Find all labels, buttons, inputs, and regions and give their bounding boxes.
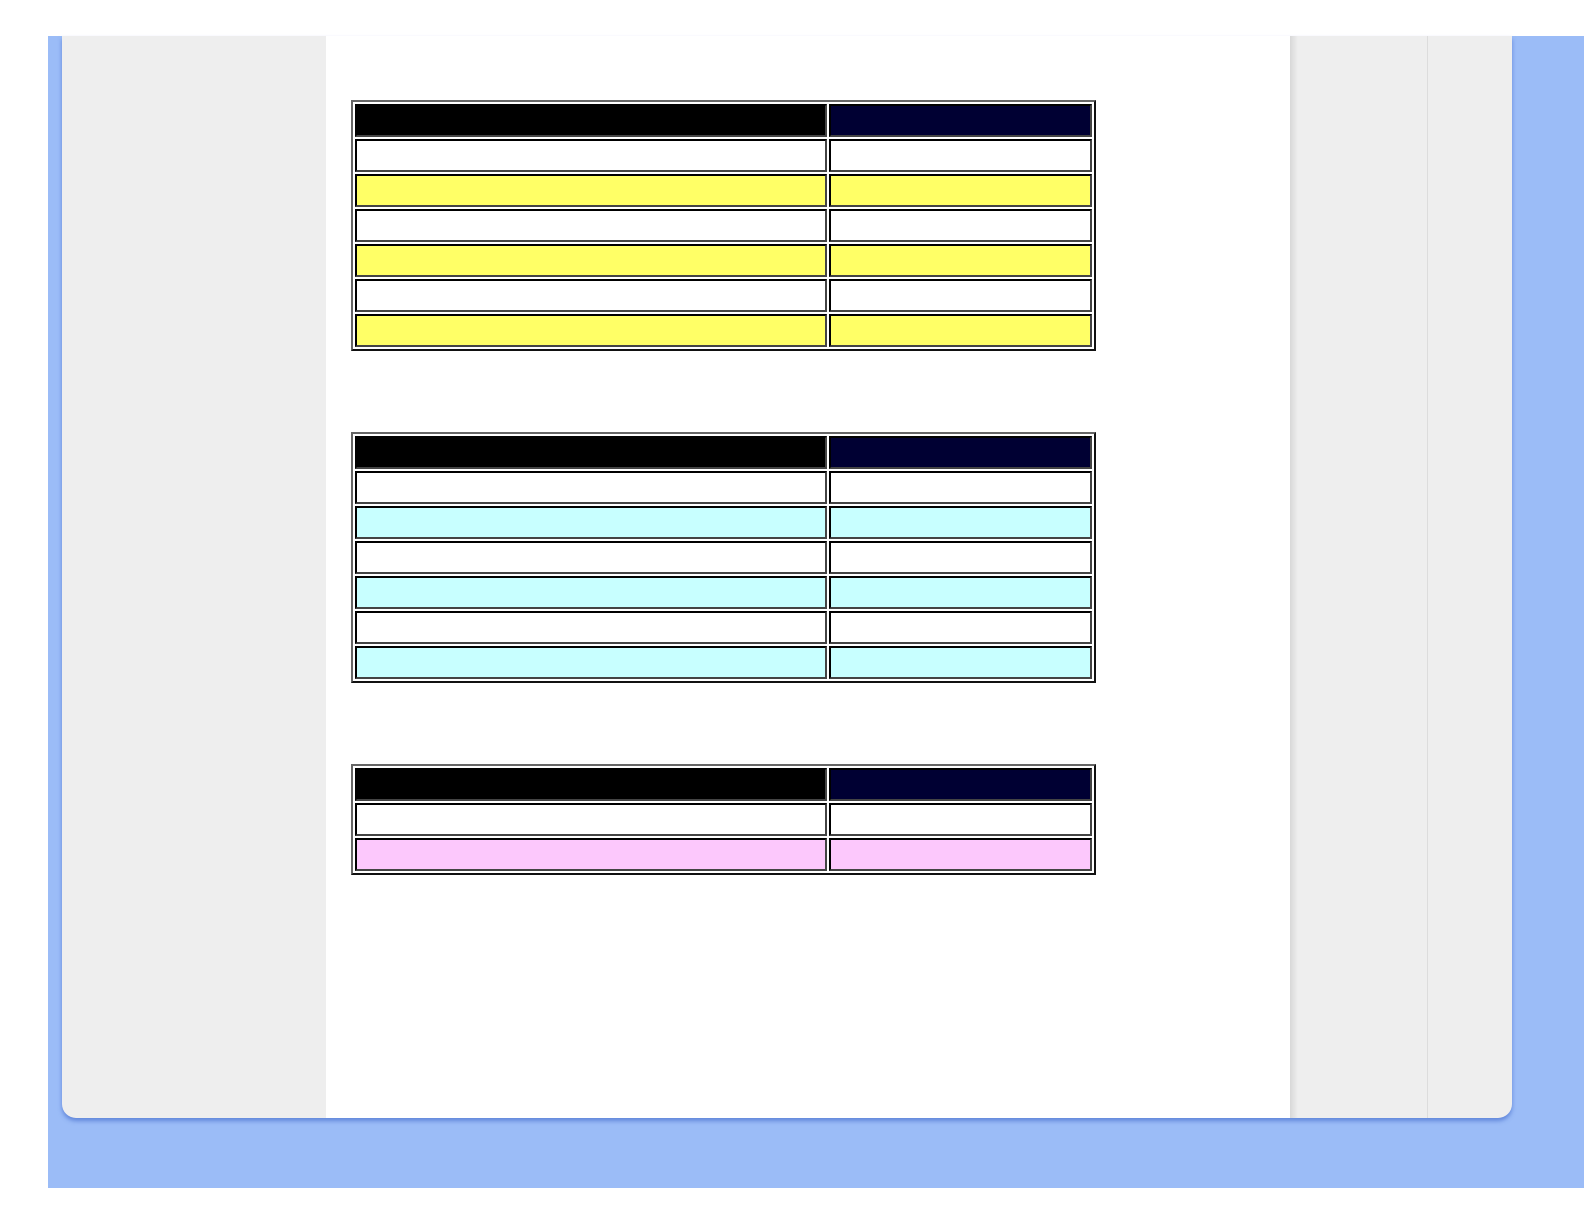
spec-table-1 xyxy=(351,100,1096,351)
page-content xyxy=(326,36,1290,1118)
spec-table-2 xyxy=(351,432,1096,683)
header-cell xyxy=(829,436,1092,469)
table-cell xyxy=(355,279,827,312)
table-row xyxy=(355,174,1092,207)
header-cell xyxy=(355,104,827,137)
table-cell xyxy=(829,506,1092,539)
table-row xyxy=(355,506,1092,539)
table-cell xyxy=(355,209,827,242)
table-cell xyxy=(829,314,1092,347)
table-row xyxy=(355,314,1092,347)
table-cell xyxy=(355,576,827,609)
right-panel-shade xyxy=(1290,36,1298,1118)
table-cell xyxy=(355,611,827,644)
header-cell xyxy=(355,768,827,801)
header-cell xyxy=(829,768,1092,801)
table-row xyxy=(355,838,1092,871)
table-cell xyxy=(829,611,1092,644)
table-cell xyxy=(355,314,827,347)
table-cell xyxy=(355,139,827,172)
table-cell xyxy=(355,803,827,836)
table-row xyxy=(355,279,1092,312)
table-cell xyxy=(829,139,1092,172)
table-cell xyxy=(829,209,1092,242)
table-cell xyxy=(355,838,827,871)
table-cell xyxy=(355,244,827,277)
table-header-row xyxy=(355,104,1092,137)
browser-window xyxy=(62,36,1512,1118)
table-row xyxy=(355,541,1092,574)
table-cell xyxy=(355,174,827,207)
table-row xyxy=(355,803,1092,836)
header-cell xyxy=(829,104,1092,137)
table-header-row xyxy=(355,436,1092,469)
table-cell xyxy=(829,576,1092,609)
table-cell xyxy=(829,279,1092,312)
table-cell xyxy=(829,646,1092,679)
table-cell xyxy=(355,541,827,574)
table-row xyxy=(355,646,1092,679)
table-cell xyxy=(829,471,1092,504)
table-row xyxy=(355,139,1092,172)
table-row xyxy=(355,611,1092,644)
table-header-row xyxy=(355,768,1092,801)
table-cell xyxy=(355,506,827,539)
table-cell xyxy=(829,174,1092,207)
table-cell xyxy=(829,244,1092,277)
table-row xyxy=(355,471,1092,504)
table-row xyxy=(355,244,1092,277)
header-cell xyxy=(355,436,827,469)
table-cell xyxy=(829,803,1092,836)
spec-table-3 xyxy=(351,764,1096,875)
table-cell xyxy=(829,838,1092,871)
table-row xyxy=(355,209,1092,242)
right-panel-divider xyxy=(1427,36,1428,1118)
table-cell xyxy=(829,541,1092,574)
table-cell xyxy=(355,471,827,504)
table-row xyxy=(355,576,1092,609)
table-cell xyxy=(355,646,827,679)
